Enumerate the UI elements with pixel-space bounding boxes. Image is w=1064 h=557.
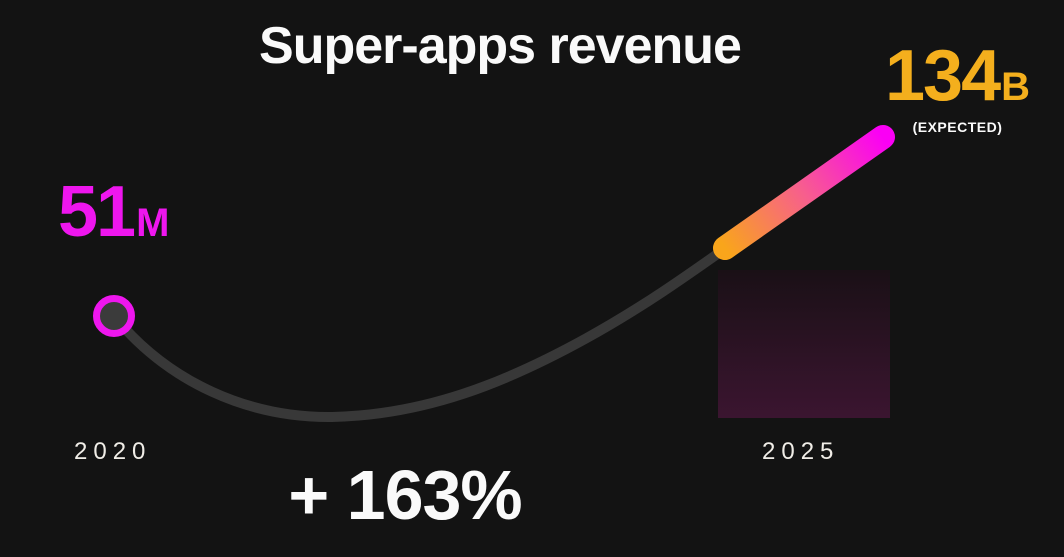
start-value-number: 51 bbox=[58, 172, 136, 252]
start-value-label: 51M bbox=[58, 176, 169, 248]
x-axis-label-2025: 2025 bbox=[762, 438, 840, 465]
end-value-unit: B bbox=[1001, 65, 1031, 109]
page-title: Super-apps revenue bbox=[259, 17, 742, 75]
trend-gradient-segment bbox=[713, 125, 895, 260]
x-axis-label-2020: 2020 bbox=[74, 438, 152, 465]
start-point-marker bbox=[93, 295, 135, 337]
glow-square bbox=[718, 270, 890, 418]
end-value-line: 134B bbox=[880, 40, 1035, 112]
end-value-label: 134B (EXPECTED) bbox=[880, 40, 1035, 134]
end-value-number: 134 bbox=[884, 36, 1001, 116]
growth-label: + 163% bbox=[288, 456, 522, 534]
start-value-unit: M bbox=[136, 201, 170, 245]
trend-curve bbox=[109, 233, 745, 423]
expected-note: (EXPECTED) bbox=[912, 119, 1003, 135]
